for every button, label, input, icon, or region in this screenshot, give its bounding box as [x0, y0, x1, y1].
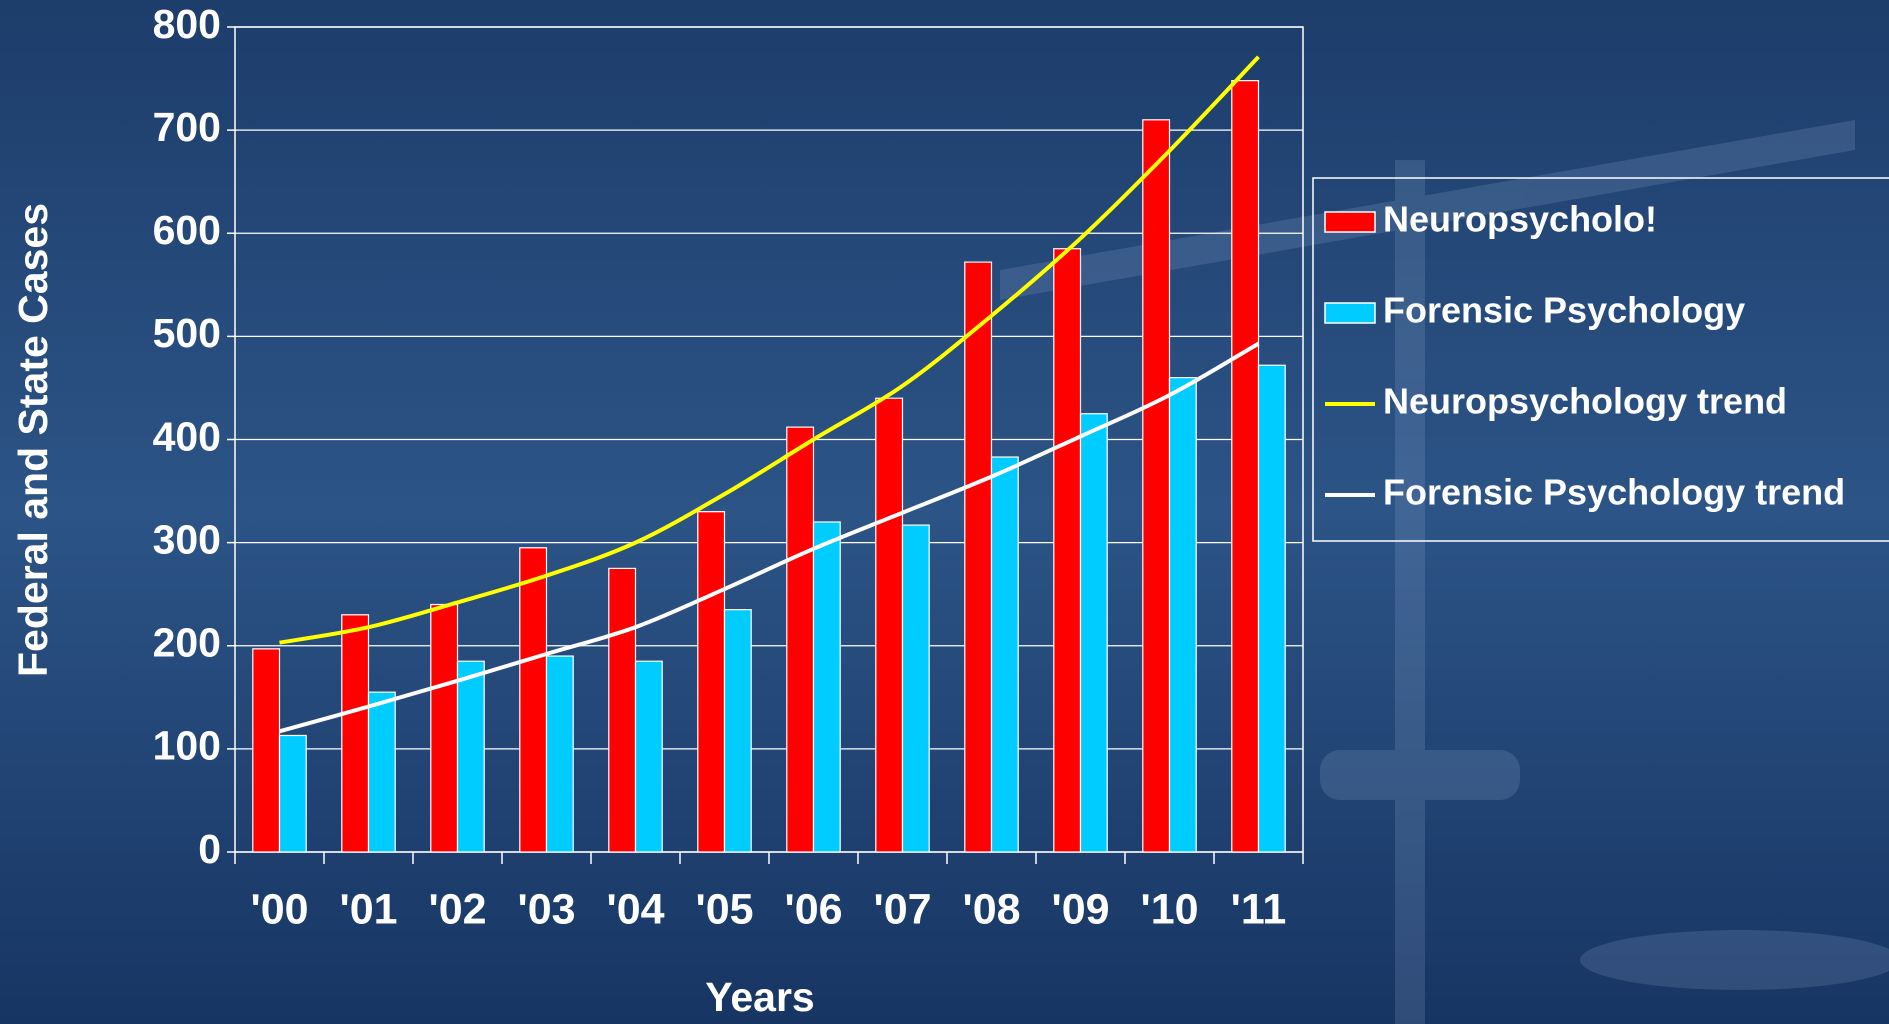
x-tick-label: '07: [873, 885, 931, 933]
bar: [634, 660, 663, 853]
x-tick-label: '03: [517, 885, 575, 933]
bar: [1142, 119, 1171, 853]
bar: [901, 524, 930, 853]
bar: [990, 456, 1019, 853]
x-tick-label: '09: [1051, 885, 1109, 933]
bar: [367, 691, 396, 853]
x-tick-label: '05: [695, 885, 753, 933]
bar: [608, 567, 637, 853]
y-axis-label: Federal and State Cases: [10, 203, 56, 677]
scales-decoration: [1000, 120, 1889, 1024]
bar: [964, 261, 993, 853]
bar: [1053, 248, 1082, 853]
x-axis-label: Years: [705, 974, 814, 1020]
y-tick-label: 700: [153, 104, 221, 150]
trend-line: [278, 341, 1260, 734]
y-tick-label: 500: [153, 310, 221, 356]
trend-line: [279, 55, 1260, 645]
legend-label: Neuropsycholo!: [1383, 199, 1657, 240]
x-tick-label: '10: [1140, 885, 1198, 933]
y-tick-label: 200: [153, 620, 221, 666]
x-tick-label: '11: [1231, 885, 1287, 933]
bar: [697, 511, 726, 853]
bar: [812, 521, 841, 853]
bar: [278, 734, 307, 853]
bar: [786, 426, 815, 853]
legend-label: Forensic Psychology trend: [1383, 472, 1845, 513]
x-tick-label: '02: [428, 885, 486, 933]
bar: [341, 614, 370, 853]
y-tick-label: 400: [153, 413, 221, 459]
legend-swatch: [1324, 211, 1376, 233]
bar: [875, 397, 904, 853]
bar: [1231, 80, 1260, 853]
x-tick-label: '00: [250, 885, 308, 933]
x-tick-label: '06: [784, 885, 842, 933]
bar: [252, 648, 281, 853]
y-tick-label: 300: [153, 516, 221, 562]
bar: [430, 603, 459, 853]
bar: [519, 547, 548, 853]
y-tick-label: 600: [153, 207, 221, 253]
bar: [723, 609, 752, 853]
bar: [1257, 364, 1286, 853]
bar: [456, 660, 485, 853]
y-tick-label: 800: [153, 1, 221, 47]
x-tick-label: '04: [606, 885, 664, 933]
bar: [545, 655, 574, 853]
legend-label: Neuropsychology trend: [1383, 381, 1787, 422]
legend-frame: [1312, 177, 1889, 542]
bar: [1079, 413, 1108, 853]
bar: [1168, 377, 1197, 853]
legend-swatch: [1324, 302, 1376, 324]
x-tick-label: '08: [962, 885, 1020, 933]
y-tick-label: 100: [153, 723, 221, 769]
x-tick-label: '01: [339, 885, 397, 933]
y-tick-label: 0: [198, 826, 221, 872]
legend-label: Forensic Psychology: [1383, 290, 1745, 331]
